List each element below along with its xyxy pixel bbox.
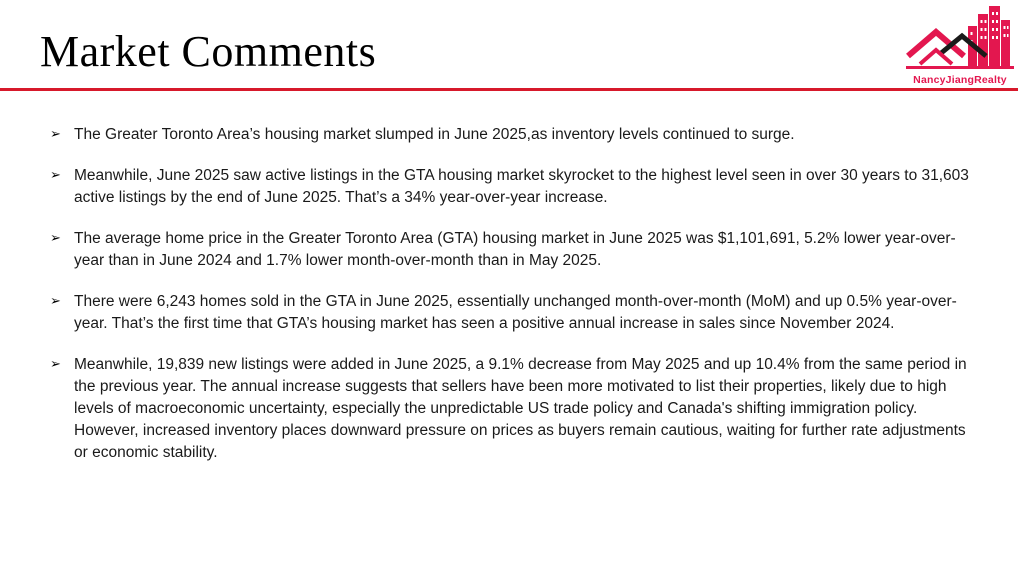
- bullet-text: Meanwhile, June 2025 saw active listings…: [74, 167, 969, 206]
- list-item: ➢ There were 6,243 homes sold in the GTA…: [50, 291, 980, 335]
- list-item: ➢ The average home price in the Greater …: [50, 228, 980, 272]
- title-divider: [0, 88, 1018, 91]
- house-city-logo-icon: [906, 6, 1014, 69]
- bullet-text: The average home price in the Greater To…: [74, 230, 956, 269]
- arrow-bullet-icon: ➢: [50, 357, 61, 372]
- bullet-text: There were 6,243 homes sold in the GTA i…: [74, 293, 957, 332]
- page-title: Market Comments: [40, 27, 377, 76]
- list-item: ➢ The Greater Toronto Area’s housing mar…: [50, 124, 980, 146]
- bullet-list: ➢ The Greater Toronto Area’s housing mar…: [50, 124, 980, 483]
- brand-logo: NancyJiangRealty: [900, 4, 1020, 92]
- arrow-bullet-icon: ➢: [50, 294, 61, 309]
- arrow-bullet-icon: ➢: [50, 231, 61, 246]
- bullet-text: Meanwhile, 19,839 new listings were adde…: [74, 356, 967, 461]
- list-item: ➢ Meanwhile, June 2025 saw active listin…: [50, 165, 980, 209]
- arrow-bullet-icon: ➢: [50, 168, 61, 183]
- arrow-bullet-icon: ➢: [50, 127, 61, 142]
- brand-name: NancyJiangRealty: [913, 74, 1007, 86]
- list-item: ➢ Meanwhile, 19,839 new listings were ad…: [50, 354, 980, 464]
- bullet-text: The Greater Toronto Area’s housing marke…: [74, 126, 795, 143]
